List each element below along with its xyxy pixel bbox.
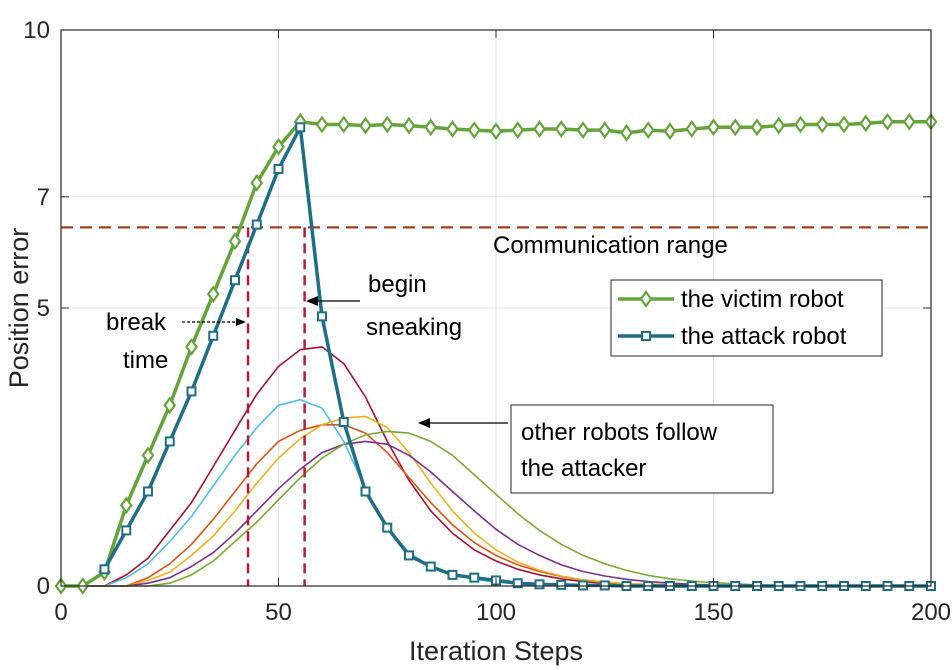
x-tick-label: 0 xyxy=(54,599,67,626)
attack-robot-point xyxy=(447,569,458,580)
victim-robot-point xyxy=(467,121,481,139)
other-robots-label-line1: other robots follow xyxy=(521,419,718,446)
attack-robot-point xyxy=(99,564,110,575)
attack-robot-point xyxy=(338,416,349,427)
victim-robot-point xyxy=(163,396,177,415)
victim-robot-point xyxy=(554,120,568,138)
attack-robot-point xyxy=(121,525,132,536)
victim-robot-point xyxy=(620,123,633,142)
attack-robot-point xyxy=(295,122,306,133)
annotations: Communication range break time begin sneakin… xyxy=(106,232,774,494)
legend-label-0: the victim robot xyxy=(681,286,844,313)
x-tick-label: 50 xyxy=(265,599,292,626)
attack-robot-point xyxy=(425,561,436,572)
victim-robot-point xyxy=(881,112,894,131)
x-tick-label: 200 xyxy=(911,599,951,626)
victim-robot-point xyxy=(337,115,351,134)
attack-robot-point xyxy=(164,436,175,447)
victim-robot-point xyxy=(424,118,438,137)
victim-robot-point xyxy=(707,118,720,137)
attack-robot-point xyxy=(556,579,567,590)
victim-robot-point xyxy=(446,120,459,138)
y-tick-label: 7 xyxy=(37,184,50,211)
victim-robot-point xyxy=(359,116,372,135)
attack-robot-point xyxy=(534,579,545,590)
victim-robot-point xyxy=(794,115,807,134)
attack-robot-point xyxy=(469,572,480,583)
break-time-label-line2: time xyxy=(123,347,168,374)
legend: the victim robot the attack robot xyxy=(610,279,883,357)
attack-robot-point xyxy=(360,486,371,497)
victim-robot-point xyxy=(598,121,612,139)
x-tick-label: 150 xyxy=(693,599,733,626)
attack-robot-point xyxy=(251,219,262,230)
begin-sneaking-arrowhead xyxy=(306,296,318,306)
victim-robot-point xyxy=(728,118,742,137)
other-robot-line-7 xyxy=(61,430,801,587)
victim-robot-point xyxy=(250,174,264,192)
begin-sneaking-label-line2: sneaking xyxy=(366,314,462,341)
y-tick-label: 10 xyxy=(23,17,50,44)
other-robots-label-line2: the attacker xyxy=(521,455,646,482)
other-robot-line-5 xyxy=(61,415,714,587)
victim-robot-point xyxy=(815,115,829,134)
other-robots-arrowhead xyxy=(418,418,430,428)
attack-robot-point xyxy=(382,522,393,533)
other-robots-annotation-box xyxy=(510,404,774,494)
x-tick-label: 100 xyxy=(476,599,516,626)
attack-robot-point xyxy=(317,311,327,322)
victim-robot-point xyxy=(511,121,525,139)
attack-robot-point xyxy=(230,275,240,286)
victim-robot-point xyxy=(641,121,655,139)
victim-robot-point xyxy=(272,137,285,156)
victim-robot-point xyxy=(141,446,155,465)
begin-sneaking-label-line1: begin xyxy=(368,271,427,298)
vertical-marker-layer xyxy=(246,227,306,586)
attack-robot-point xyxy=(143,486,153,497)
attack-robot-point xyxy=(273,164,284,174)
tick-labels: 0 50 100 150 200 0 5 7 10 Iteration Steps Position… xyxy=(4,17,951,666)
victim-robot-point xyxy=(228,232,242,251)
victim-robot-point xyxy=(380,115,394,134)
victim-robot-point xyxy=(489,122,503,141)
victim-robot-point xyxy=(750,118,764,137)
communication-range-label: Communication range xyxy=(493,232,728,259)
x-axis-title: Iteration Steps xyxy=(409,636,583,666)
victim-robot-point xyxy=(119,496,133,515)
attack-robot-point xyxy=(208,330,219,341)
victim-robot-point xyxy=(206,285,220,303)
break-time-label-line1: break xyxy=(106,309,167,336)
legend-diamond-marker xyxy=(639,290,653,308)
victim-robot-point xyxy=(685,120,699,138)
attack-robot-point xyxy=(186,386,197,397)
y-tick-label: 5 xyxy=(37,295,50,322)
y-axis-title: Position error xyxy=(4,228,34,389)
victim-robot-point xyxy=(533,120,546,138)
victim-robot-point xyxy=(315,115,329,134)
legend-square-marker xyxy=(641,331,651,341)
victim-robot-point xyxy=(185,338,198,356)
victim-robot-point xyxy=(837,115,851,134)
victim-robot-point xyxy=(576,121,590,139)
axes xyxy=(60,29,932,587)
victim-robot-point xyxy=(859,114,873,133)
attack-robot-point xyxy=(404,550,414,561)
victim-robot-point xyxy=(772,116,786,135)
victim-robot-point xyxy=(663,122,677,141)
legend-box xyxy=(610,279,883,357)
y-tick-label: 0 xyxy=(37,573,50,600)
attack-robot-point xyxy=(512,578,523,589)
break-time-arrowhead xyxy=(236,318,246,326)
legend-label-1: the attack robot xyxy=(681,323,847,350)
victim-robot-point xyxy=(902,112,916,131)
victim-robot-point xyxy=(402,116,416,135)
